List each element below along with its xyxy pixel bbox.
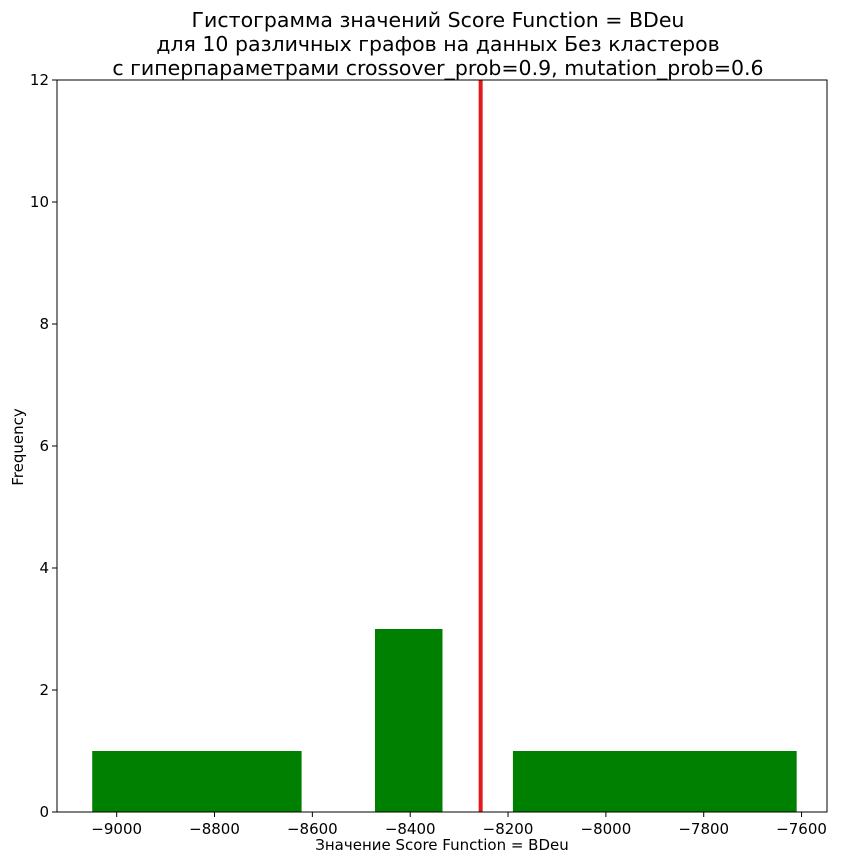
y-tick-label: 10: [30, 193, 49, 211]
histogram-bar-1: [92, 751, 302, 812]
y-tick-label: 2: [39, 681, 49, 699]
histogram-bar-3: [512, 751, 797, 812]
x-tick-label: −8000: [581, 820, 632, 838]
chart-title-line-2: для 10 различных графов на данных Без кл…: [156, 32, 719, 56]
histogram-bars: [92, 629, 797, 812]
chart-title: Гистограмма значений Score Function = BD…: [112, 8, 763, 81]
y-axis-ticks: 0 2 4 6 8 10 12: [30, 71, 57, 821]
y-tick-label: 12: [30, 71, 49, 89]
y-tick-label: 8: [39, 315, 49, 333]
chart-title-line-1: Гистограмма значений Score Function = BD…: [192, 8, 685, 32]
x-tick-label: −8200: [483, 820, 534, 838]
histogram-bar-2: [374, 629, 443, 812]
y-tick-label: 6: [39, 437, 49, 455]
y-tick-label: 4: [39, 559, 49, 577]
x-tick-label: −8600: [287, 820, 338, 838]
y-axis-label: Frequency: [9, 408, 27, 486]
x-tick-label: −7800: [678, 820, 729, 838]
chart-title-line-3: с гиперпараметрами crossover_prob=0.9, m…: [112, 56, 763, 81]
x-tick-label: −8400: [385, 820, 436, 838]
x-axis-ticks: −9000 −8800 −8600 −8400 −8200 −8000 −7800 −7600: [91, 812, 827, 838]
x-tick-label: −7600: [776, 820, 827, 838]
x-axis-label: Значение Score Function = BDeu: [315, 836, 569, 854]
y-tick-label: 0: [39, 803, 49, 821]
x-tick-label: −8800: [189, 820, 240, 838]
x-tick-label: −9000: [91, 820, 142, 838]
